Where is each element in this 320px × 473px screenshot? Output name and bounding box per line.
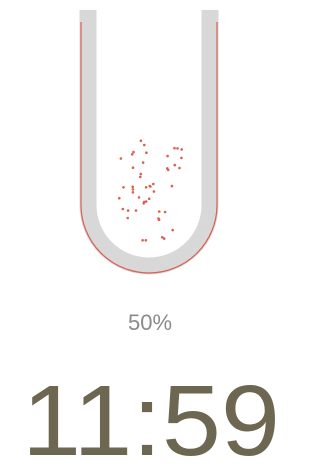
dot xyxy=(176,147,179,150)
dot xyxy=(139,176,142,179)
dot xyxy=(122,208,125,211)
dot xyxy=(141,239,144,242)
dot xyxy=(153,190,156,193)
dot xyxy=(148,198,151,201)
dot xyxy=(171,185,174,188)
dot xyxy=(140,139,143,142)
dot xyxy=(161,236,164,239)
dot xyxy=(132,151,135,154)
dot xyxy=(164,211,167,214)
dot xyxy=(118,197,121,200)
clock-time: 11:59 xyxy=(22,365,280,473)
tube-glass xyxy=(88,10,210,266)
dot xyxy=(143,144,146,147)
dot xyxy=(127,209,130,212)
dot xyxy=(178,167,181,170)
liquid-dots xyxy=(118,139,183,241)
dot xyxy=(171,229,174,232)
dot xyxy=(145,186,148,189)
dot xyxy=(140,173,143,176)
dot xyxy=(120,157,123,160)
dot xyxy=(180,157,183,160)
dot xyxy=(135,209,138,212)
dot xyxy=(180,148,183,151)
dot xyxy=(132,188,135,191)
dot xyxy=(173,147,176,150)
dot xyxy=(174,164,177,167)
dot xyxy=(142,161,145,164)
battery-clock-widget: 50% 11:59 xyxy=(0,0,303,473)
dot xyxy=(131,153,134,156)
dot xyxy=(126,217,129,220)
dot xyxy=(148,185,151,188)
dot xyxy=(145,239,148,242)
dot xyxy=(132,191,135,194)
dot xyxy=(152,183,155,186)
battery-label: 50% xyxy=(128,310,172,335)
dot xyxy=(157,217,160,220)
dot xyxy=(145,151,148,154)
dot xyxy=(122,186,125,189)
dot xyxy=(131,186,134,189)
dot xyxy=(166,155,169,158)
dot xyxy=(132,166,135,169)
dot xyxy=(158,210,161,213)
dot xyxy=(166,167,169,170)
dot xyxy=(138,196,141,199)
dot xyxy=(142,202,145,205)
dot xyxy=(145,200,148,203)
